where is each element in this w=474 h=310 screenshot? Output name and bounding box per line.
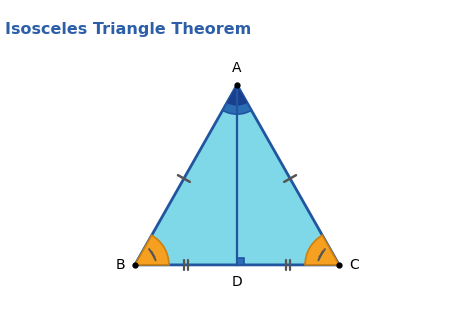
Polygon shape: [135, 85, 339, 265]
Wedge shape: [305, 235, 339, 265]
Text: A: A: [232, 61, 242, 75]
Wedge shape: [135, 235, 169, 265]
Wedge shape: [223, 85, 251, 114]
Text: C: C: [349, 258, 359, 272]
Text: D: D: [232, 275, 242, 289]
Text: Isosceles Triangle Theorem: Isosceles Triangle Theorem: [5, 22, 251, 37]
Wedge shape: [227, 85, 247, 106]
Polygon shape: [237, 258, 244, 265]
Text: B: B: [116, 258, 125, 272]
